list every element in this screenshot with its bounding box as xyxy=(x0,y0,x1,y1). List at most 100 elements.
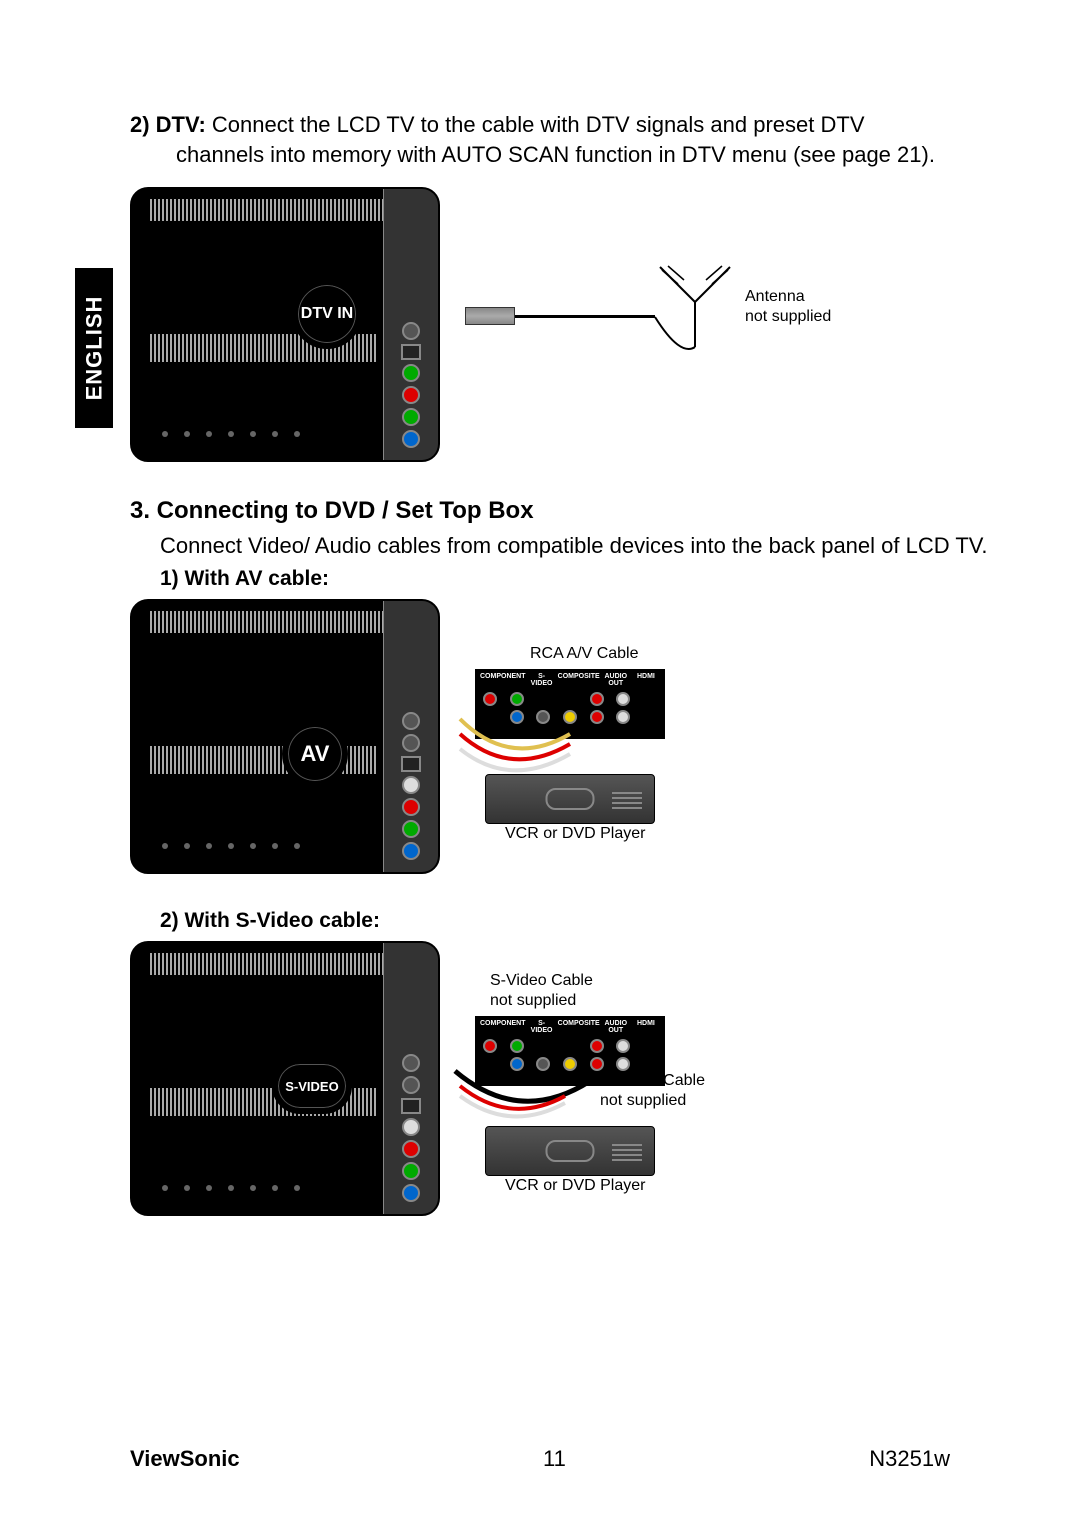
port-icon xyxy=(402,1184,420,1202)
port-icon xyxy=(402,430,420,448)
port-icon xyxy=(510,1039,524,1053)
port-icon xyxy=(590,1057,604,1071)
port-icon xyxy=(402,408,420,426)
port-icon xyxy=(510,1057,524,1071)
footer-model: N3251w xyxy=(869,1446,950,1472)
tv-vents xyxy=(150,611,398,633)
footer-brand: ViewSonic xyxy=(130,1446,240,1472)
antenna-annotation: Antenna not supplied xyxy=(745,287,831,327)
dtv-in-badge-label: DTV IN xyxy=(301,305,353,323)
vcr-label: VCR or DVD Player xyxy=(505,824,645,844)
port-icon xyxy=(402,776,420,794)
port-icon xyxy=(616,1057,630,1071)
rca-cable-label: RCA A/V Cable xyxy=(530,644,639,664)
dtv-prefix: 2) DTV: xyxy=(130,112,206,137)
dtv-line1: Connect the LCD TV to the cable with DTV… xyxy=(206,112,865,137)
port-icon xyxy=(402,798,420,816)
svideo-badge-label: S-VIDEO xyxy=(285,1079,338,1094)
cable-line xyxy=(515,315,655,318)
av-subheading: 1) With AV cable: xyxy=(160,567,1010,591)
dtv-diagram-row: DTV IN Antenna not supplied xyxy=(130,187,1010,462)
port-icon xyxy=(510,710,524,724)
section-3-heading: 3. Connecting to DVD / Set Top Box xyxy=(130,497,1010,525)
port-icon xyxy=(590,710,604,724)
port-icon xyxy=(402,1162,420,1180)
av-badge-label: AV xyxy=(301,741,330,767)
svideo-subheading: 2) With S-Video cable: xyxy=(160,909,1010,933)
port-icon xyxy=(563,1057,577,1071)
panel-label: COMPONENT xyxy=(480,672,526,688)
antenna-icon xyxy=(650,262,740,352)
panel-label: AUDIO OUT xyxy=(602,672,630,688)
panel-label: HDMI xyxy=(632,1019,660,1035)
dtv-line2: channels into memory with AUTO SCAN func… xyxy=(176,140,1010,170)
port-icon xyxy=(616,692,630,706)
svideo-diagram-row: S-VIDEO S-Video Cable not supplied COMPO… xyxy=(130,941,1010,1216)
port-icon xyxy=(402,1076,420,1094)
svideo-cable-l1: S-Video Cable xyxy=(490,972,593,989)
port-icon xyxy=(402,322,420,340)
port-icon xyxy=(536,1057,550,1071)
panel-label: COMPOSITE xyxy=(558,1019,600,1035)
audio-cable-annotation: Audio In Cable not supplied xyxy=(600,1071,705,1111)
coax-plug-icon xyxy=(465,307,515,325)
language-tab-label: ENGLISH xyxy=(81,296,107,401)
tv-vents xyxy=(150,199,398,221)
language-tab: ENGLISH xyxy=(75,268,113,428)
jack-row xyxy=(480,710,660,724)
panel-label: S-VIDEO xyxy=(528,672,556,688)
port-icon xyxy=(402,820,420,838)
page-content: 2) DTV: Connect the LCD TV to the cable … xyxy=(130,110,1010,1216)
tv-back-panel-av: AV xyxy=(130,599,440,874)
tv-back-panel-dtv: DTV IN xyxy=(130,187,440,462)
dtv-in-badge: DTV IN xyxy=(292,279,362,349)
av-badge: AV xyxy=(282,721,348,787)
port-icon xyxy=(401,756,421,772)
vcr-label: VCR or DVD Player xyxy=(505,1176,645,1196)
page-footer: ViewSonic 11 N3251w xyxy=(130,1446,950,1472)
panel-label: S-VIDEO xyxy=(528,1019,556,1035)
panel-label: AUDIO OUT xyxy=(602,1019,630,1035)
svideo-cable-annotation: S-Video Cable not supplied xyxy=(490,971,593,1011)
panel-label: COMPOSITE xyxy=(558,672,600,688)
port-icon xyxy=(402,1140,420,1158)
jack-row xyxy=(480,692,660,706)
section-3-heading-text: 3. Connecting to DVD / Set Top Box xyxy=(130,497,534,524)
vcr-icon xyxy=(485,1126,655,1176)
av-device-area: RCA A/V Cable COMPONENT S-VIDEO COMPOSIT… xyxy=(470,599,1010,874)
port-icon xyxy=(402,712,420,730)
panel-label: COMPONENT xyxy=(480,1019,526,1035)
tv-back-panel-svideo: S-VIDEO xyxy=(130,941,440,1216)
port-icon xyxy=(536,710,550,724)
antenna-label-1: Antenna xyxy=(745,288,805,305)
port-icon xyxy=(590,1039,604,1053)
audio-cable-l1: Audio In Cable xyxy=(600,1072,705,1089)
port-icon xyxy=(563,710,577,724)
port-icon xyxy=(401,344,421,360)
svideo-badge: S-VIDEO xyxy=(272,1058,352,1114)
tv-vents xyxy=(150,953,398,975)
port-icon xyxy=(510,692,524,706)
port-icon xyxy=(402,386,420,404)
tv-bottom-markers xyxy=(162,840,368,852)
tv-bottom-markers xyxy=(162,428,368,440)
device-label-row: COMPONENT S-VIDEO COMPOSITE AUDIO OUT HD… xyxy=(480,1019,660,1035)
port-icon xyxy=(616,710,630,724)
jack-row xyxy=(480,1039,660,1053)
port-icon xyxy=(401,1098,421,1114)
port-icon xyxy=(402,734,420,752)
vcr-icon xyxy=(485,774,655,824)
port-icon xyxy=(590,692,604,706)
svideo-cable-l2: not supplied xyxy=(490,992,576,1009)
device-label-row: COMPONENT S-VIDEO COMPOSITE AUDIO OUT HD… xyxy=(480,672,660,688)
jack-row xyxy=(480,1057,660,1071)
port-column xyxy=(392,1054,430,1202)
port-icon xyxy=(616,1039,630,1053)
port-icon xyxy=(402,842,420,860)
svideo-device-area: S-Video Cable not supplied COMPONENT S-V… xyxy=(470,941,1010,1216)
antenna-label-2: not supplied xyxy=(745,308,831,325)
device-connector-panel: COMPONENT S-VIDEO COMPOSITE AUDIO OUT HD… xyxy=(475,669,665,739)
port-column xyxy=(392,712,430,860)
port-icon xyxy=(402,1054,420,1072)
antenna-diagram: Antenna not supplied xyxy=(470,187,1010,462)
